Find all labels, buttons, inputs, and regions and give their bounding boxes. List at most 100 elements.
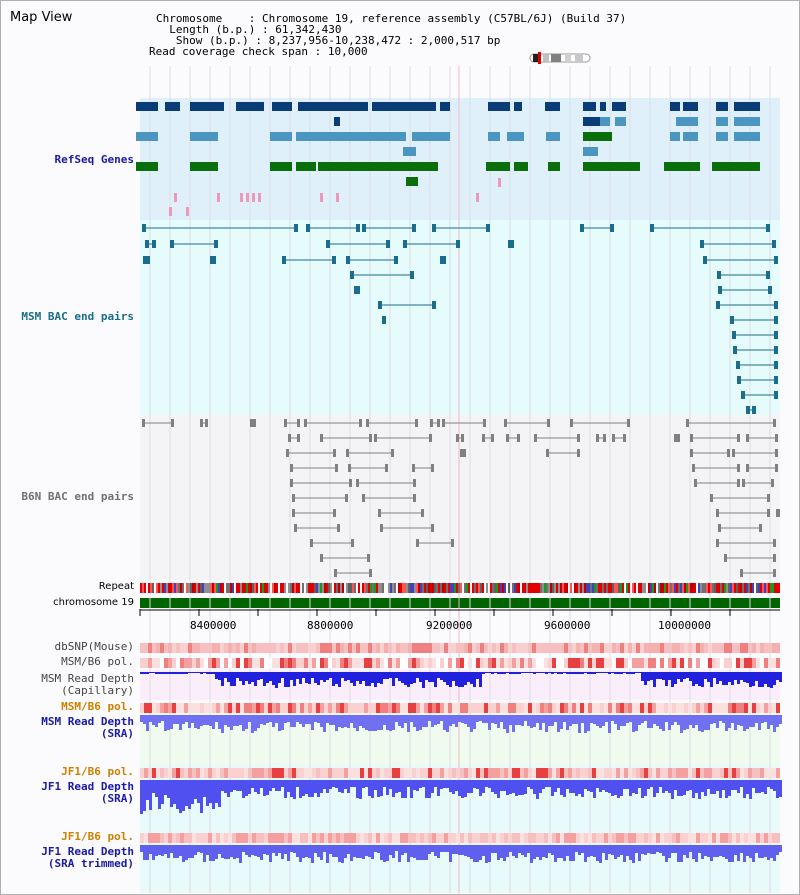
msm-sra-depth-bar — [533, 715, 536, 727]
msm-pol-bar — [148, 658, 152, 668]
msm-sra-depth-bar — [353, 715, 356, 728]
msm-pol-bar-2 — [448, 703, 452, 713]
bac-end-mark — [768, 286, 772, 294]
gene-feature — [712, 162, 760, 171]
msm-pol-bar-2 — [340, 703, 344, 713]
jf1-trim-depth-bar — [692, 845, 695, 859]
jf1-pol-bar — [652, 768, 656, 778]
capillary-depth-bar — [269, 672, 272, 681]
jf1-sra-depth-bar — [395, 780, 398, 793]
msm-pol-bar-2 — [736, 703, 740, 713]
repeat-mark — [552, 583, 554, 593]
msm-sra-depth-bar — [728, 715, 731, 728]
msm-pol-bar-2 — [352, 703, 356, 713]
capillary-depth-bar — [665, 672, 668, 686]
repeat-mark — [632, 583, 634, 593]
track-label-msm-bac[interactable]: MSM BAC end pairs — [21, 310, 134, 323]
dbsnp-bar — [660, 643, 664, 653]
jf1-pol-bar — [576, 768, 580, 778]
gene-feature — [734, 132, 760, 141]
jf1-pol-bar-2 — [652, 833, 656, 843]
jf1-pol-bar — [600, 768, 604, 778]
capillary-depth-bar — [596, 672, 599, 673]
jf1-sra-depth-bar — [440, 780, 443, 789]
jf1-pol-bar-2 — [644, 833, 648, 843]
msm-sra-depth-bar — [260, 715, 263, 724]
jf1-pol-bar — [404, 768, 408, 778]
repeat-mark — [566, 583, 568, 593]
msm-pol-bar — [480, 658, 484, 668]
msm-sra-depth-bar — [656, 715, 659, 726]
msm-pol-bar-2 — [288, 703, 292, 713]
capillary-depth-bar — [566, 672, 569, 674]
jf1-sra-depth-bar — [584, 780, 587, 789]
msm-sra-depth-bar — [749, 715, 752, 727]
msm-pol-bar — [336, 658, 340, 668]
gene-feature — [488, 132, 500, 141]
bac-end-mark — [716, 539, 719, 547]
bac-end-mark — [356, 479, 359, 487]
jf1-pol-bar-2 — [300, 833, 304, 843]
jf1-pol-bar — [480, 768, 484, 778]
msm-pol-bar-2 — [404, 703, 408, 713]
bac-end-mark — [740, 569, 743, 577]
jf1-sra-depth-bar — [641, 780, 644, 798]
msm-pol-bar — [460, 658, 464, 668]
jf1-trim-depth-bar — [281, 845, 284, 859]
msm-pol-bar-2 — [196, 703, 200, 713]
msm-sra-depth-bar — [575, 715, 578, 724]
repeat-mark — [758, 583, 760, 593]
bac-end-mark — [774, 361, 778, 369]
repeat-mark — [710, 583, 712, 593]
jf1-trim-depth-bar — [536, 845, 539, 857]
jf1-trim-depth-bar — [728, 845, 731, 862]
jf1-sra-depth-bar — [170, 780, 173, 807]
chromosome-ideogram-icon[interactable] — [529, 52, 591, 64]
repeat-mark — [338, 583, 340, 593]
msm-pol-bar — [500, 658, 504, 668]
bac-end-mark — [774, 331, 778, 339]
repeat-mark — [752, 583, 754, 593]
jf1-sra-depth-bar — [599, 780, 602, 792]
capillary-depth-bar — [470, 672, 473, 684]
msm-pol-bar — [476, 658, 480, 668]
jf1-pol-bar-2 — [776, 833, 780, 843]
track-label-refseq[interactable]: RefSeq Genes — [54, 153, 134, 166]
capillary-depth-bar — [449, 672, 452, 687]
jf1-pol-bar — [548, 768, 552, 778]
bac-end-mark — [733, 346, 737, 354]
bac-end-mark — [212, 256, 216, 264]
jf1-sra-depth-bar — [344, 780, 347, 789]
msm-pol-bar-2 — [608, 703, 612, 713]
bac-end-mark — [775, 464, 778, 472]
msm-pol-bar-2 — [536, 703, 540, 713]
msm-sra-depth-bar — [704, 715, 707, 730]
repeat-mark — [486, 583, 488, 593]
msm-pol-bar — [684, 658, 688, 668]
dbsnp-bar — [336, 643, 340, 653]
dbsnp-bar — [176, 643, 180, 653]
jf1-trim-depth-bar — [239, 845, 242, 863]
jf1-pol-bar-2 — [668, 833, 672, 843]
jf1-sra-depth-bar — [635, 780, 638, 794]
bac-end-mark — [290, 464, 293, 472]
repeat-mark — [438, 583, 440, 593]
capillary-depth-bar — [614, 672, 617, 674]
msm-pol-bar — [220, 658, 224, 668]
msm-pol-bar — [544, 658, 548, 668]
repeat-mark — [310, 583, 312, 593]
jf1-pol-bar-2 — [204, 833, 208, 843]
capillary-depth-bar — [326, 672, 329, 680]
repeat-mark — [406, 583, 408, 593]
jf1-trim-depth-bar — [653, 845, 656, 854]
repeat-mark — [248, 583, 250, 593]
gene-feature — [334, 117, 340, 126]
track-label-b6n-bac[interactable]: B6N BAC end pairs — [21, 490, 134, 503]
jf1-trim-depth-bar — [164, 845, 167, 854]
capillary-depth-bar — [281, 672, 284, 678]
msm-pol-bar — [540, 658, 544, 668]
bac-end-mark — [290, 479, 293, 487]
repeat-mark — [550, 583, 552, 593]
dbsnp-bar — [520, 643, 524, 653]
